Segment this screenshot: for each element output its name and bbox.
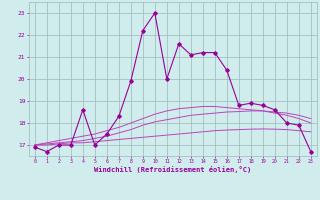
X-axis label: Windchill (Refroidissement éolien,°C): Windchill (Refroidissement éolien,°C) (94, 166, 252, 173)
